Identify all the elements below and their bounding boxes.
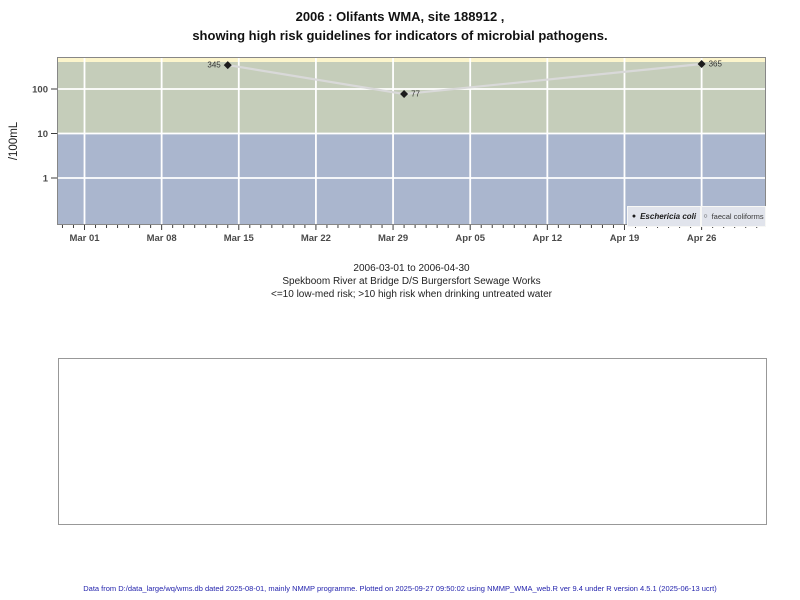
legend-item-faecal-coliforms: ○ faecal coliforms [702, 207, 765, 226]
chart-legend: ● Eschericia coli ○ faecal coliforms [627, 206, 766, 227]
x-tick-label: Mar 01 [69, 233, 100, 244]
footer-note: Data from D:/data_large/wq/wms.db dated … [83, 584, 717, 593]
data-point-marker [223, 61, 232, 70]
legend-label-ecoli: Eschericia coli [640, 212, 697, 221]
y-tick-label: 1 [43, 174, 49, 185]
caption-site: Spekboom River at Bridge D/S Burgersfort… [282, 276, 541, 287]
y-axis-label: /100mL [8, 121, 20, 161]
x-tick-label: Apr 05 [455, 233, 485, 244]
band-high-risk [58, 62, 765, 134]
x-tick-label: Apr 19 [610, 233, 640, 244]
legend-item-ecoli: ● Eschericia coli [628, 207, 700, 226]
empty-panel [58, 358, 767, 525]
chart-title: 2006 : Olifants WMA, site 188912 , showi… [0, 8, 800, 45]
x-tick-label: Mar 29 [378, 233, 408, 244]
y-tick-label: 100 [32, 85, 48, 96]
x-tick-label: Apr 12 [533, 233, 563, 244]
open-circle-icon: ○ [703, 213, 708, 220]
data-point-marker [400, 90, 409, 99]
legend-label-faecal-coliforms: faecal coliforms [711, 212, 764, 221]
caption-block: 2006-03-01 to 2006-04-30 Spekboom River … [58, 262, 765, 301]
panel-border [57, 57, 766, 225]
point-value-label: 365 [709, 59, 723, 68]
data-point-marker [697, 59, 706, 68]
chart-canvas: Mar 01 Mar 08 Mar 15 Mar 22 Mar 29 Apr 05 Apr … [32, 57, 766, 244]
chart-title-line1: 2006 : Olifants WMA, site 188912 , [295, 9, 505, 24]
caption-risk-note: <=10 low-med risk; >10 high risk when dr… [271, 289, 552, 300]
chart-title-line2: showing high risk guidelines for indicat… [192, 27, 608, 43]
band-top-strip [58, 58, 765, 62]
x-tick-label: Mar 22 [301, 233, 331, 244]
point-value-label: 77 [411, 90, 420, 99]
x-tick-label: Mar 08 [147, 233, 177, 244]
x-tick-label: Mar 15 [224, 233, 255, 244]
caption-date-range: 2006-03-01 to 2006-04-30 [353, 263, 470, 274]
filled-circle-icon: ● [631, 213, 637, 220]
point-value-label: 345 [207, 61, 221, 70]
x-tick-label: Apr 26 [687, 233, 717, 244]
y-tick-label: 10 [37, 129, 48, 140]
